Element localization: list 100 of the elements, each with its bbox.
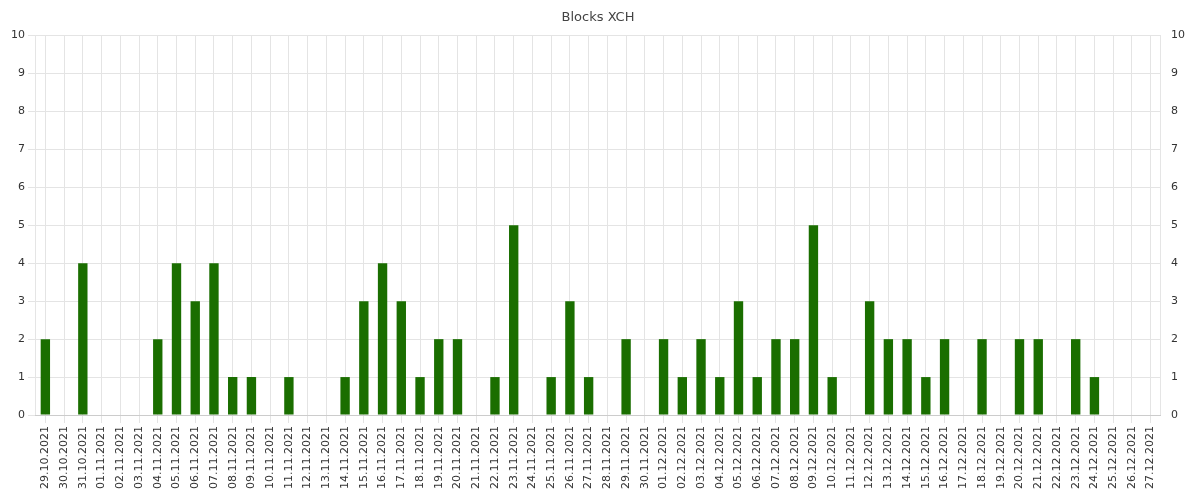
bar <box>509 225 519 415</box>
x-tick-label: 12.12.2021 <box>862 426 876 489</box>
x-tick-label: 12.11.2021 <box>300 426 314 489</box>
bar <box>1089 377 1100 415</box>
x-tick-label: 09.11.2021 <box>244 426 258 489</box>
bar <box>827 377 837 415</box>
x-tick-label: 15.11.2021 <box>356 426 370 489</box>
x-tick-label: 25.11.2021 <box>544 426 558 489</box>
bar <box>340 377 350 415</box>
x-tick-label: 04.12.2021 <box>712 426 726 489</box>
bar <box>40 339 51 415</box>
x-tick-label: 09.12.2021 <box>806 426 820 489</box>
bar <box>565 301 575 415</box>
bar <box>939 339 950 415</box>
x-tick-label: 19.11.2021 <box>431 426 445 489</box>
y2-tick-label: 7 <box>1171 142 1178 156</box>
y-tick-label: 5 <box>18 218 25 232</box>
x-tick-label: 16.11.2021 <box>375 426 389 489</box>
y-tick-label: 1 <box>18 369 25 383</box>
bar <box>452 339 463 415</box>
y2-tick-label: 5 <box>1171 218 1178 232</box>
bar <box>377 263 388 415</box>
y2-tick-label: 6 <box>1171 180 1178 194</box>
x-tick-label: 14.12.2021 <box>899 426 913 489</box>
x-tick-label: 03.11.2021 <box>131 426 145 489</box>
bar <box>864 301 875 415</box>
bar <box>546 377 556 415</box>
bar <box>677 377 687 415</box>
bar <box>434 339 444 415</box>
x-tick-label: 13.12.2021 <box>881 426 895 489</box>
x-tick-label: 22.11.2021 <box>487 426 501 489</box>
x-tick-label: 11.12.2021 <box>843 426 857 489</box>
y2-tick-label: 3 <box>1171 294 1178 308</box>
bar <box>696 339 706 415</box>
x-tick-label: 31.10.2021 <box>75 426 89 489</box>
x-tick-label: 02.11.2021 <box>113 426 127 489</box>
x-tick-label: 23.11.2021 <box>506 426 520 489</box>
x-tick-label: 29.10.2021 <box>38 426 52 489</box>
bar <box>621 339 631 415</box>
bar <box>359 301 369 415</box>
bar <box>752 377 762 415</box>
x-tick-label: 14.11.2021 <box>337 426 351 489</box>
x-tick-label: 25.12.2021 <box>1106 426 1120 489</box>
x-tick-label: 18.12.2021 <box>974 426 988 489</box>
bar <box>658 339 669 415</box>
x-tick-label: 19.12.2021 <box>993 426 1007 489</box>
y-tick-label: 9 <box>18 66 25 80</box>
bar <box>171 263 182 415</box>
chart-title: Blocks XCH <box>561 9 635 25</box>
bar <box>78 263 88 415</box>
x-tick-label: 10.12.2021 <box>825 426 839 489</box>
y-tick-label: 7 <box>18 142 25 156</box>
x-tick-label: 18.11.2021 <box>412 426 426 489</box>
bar <box>153 339 163 415</box>
x-tick-label: 29.11.2021 <box>618 426 632 489</box>
x-tick-label: 21.11.2021 <box>469 426 483 489</box>
y2-tick-label: 8 <box>1171 104 1178 118</box>
x-tick-label: 05.12.2021 <box>731 426 745 489</box>
x-tick-label: 05.11.2021 <box>169 426 183 489</box>
bar <box>883 339 894 415</box>
bar <box>902 339 912 415</box>
x-tick-label: 02.12.2021 <box>675 426 689 489</box>
bar <box>977 339 987 415</box>
x-tick-label: 07.11.2021 <box>206 426 220 489</box>
x-tick-label: 27.11.2021 <box>581 426 595 489</box>
x-tick-label: 08.11.2021 <box>225 426 239 489</box>
x-tick-label: 22.12.2021 <box>1049 426 1063 489</box>
bar <box>228 377 238 415</box>
bar <box>1014 339 1025 415</box>
x-tick-label: 04.11.2021 <box>150 426 164 489</box>
y-tick-label: 10 <box>11 28 25 42</box>
bar <box>246 377 257 415</box>
x-tick-label: 20.12.2021 <box>1012 426 1026 489</box>
bar <box>771 339 781 415</box>
y-tick-label: 4 <box>18 256 25 270</box>
bar <box>415 377 425 415</box>
x-tick-label: 17.11.2021 <box>394 426 408 489</box>
y2-tick-label: 2 <box>1171 331 1178 345</box>
x-tick-label: 17.12.2021 <box>956 426 970 489</box>
y-tick-label: 0 <box>18 407 25 421</box>
bar <box>209 263 219 415</box>
x-tick-label: 07.12.2021 <box>768 426 782 489</box>
y-tick-label: 8 <box>18 104 25 118</box>
bar <box>790 339 800 415</box>
x-tick-label: 21.12.2021 <box>1031 426 1045 489</box>
x-tick-label: 10.11.2021 <box>263 426 277 489</box>
y2-tick-label: 1 <box>1171 369 1178 383</box>
y2-tick-label: 4 <box>1171 256 1178 270</box>
x-tick-label: 30.11.2021 <box>637 426 651 489</box>
x-tick-label: 26.11.2021 <box>562 426 576 489</box>
x-tick-label: 15.12.2021 <box>918 426 932 489</box>
x-tick-label: 01.12.2021 <box>656 426 670 489</box>
y-tick-label: 2 <box>18 331 25 345</box>
x-tick-label: 03.12.2021 <box>693 426 707 489</box>
y2-tick-label: 10 <box>1171 28 1185 42</box>
x-tick-label: 08.12.2021 <box>787 426 801 489</box>
bar <box>1033 339 1043 415</box>
x-tick-label: 13.11.2021 <box>319 426 333 489</box>
x-tick-label: 20.11.2021 <box>450 426 464 489</box>
bar <box>808 225 819 415</box>
